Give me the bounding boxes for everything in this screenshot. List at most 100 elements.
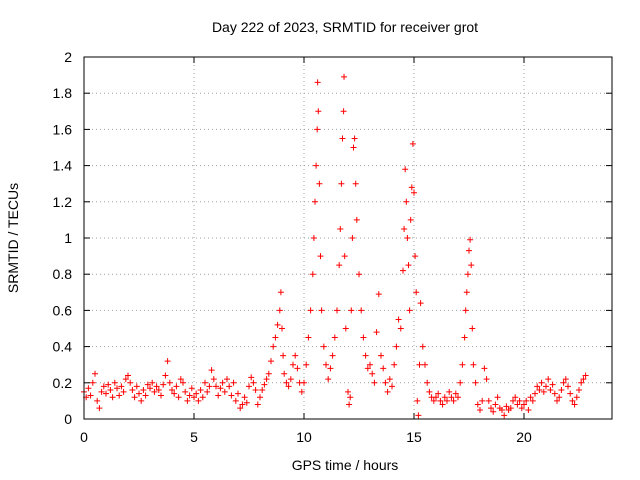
data-point (409, 140, 416, 147)
y-tick-label: 0.6 (53, 302, 73, 318)
data-point (492, 401, 499, 408)
data-point (114, 385, 120, 392)
data-point (160, 381, 167, 388)
data-point (461, 334, 468, 341)
data-point (481, 365, 488, 372)
data-point (279, 325, 285, 332)
data-point (182, 388, 189, 395)
data-point (138, 397, 145, 404)
data-point (109, 394, 116, 401)
data-point (499, 406, 505, 413)
data-point (422, 361, 428, 368)
data-point (362, 352, 369, 359)
data-point (89, 379, 96, 386)
data-point (389, 383, 395, 390)
data-point (514, 401, 521, 408)
data-point (408, 184, 415, 191)
data-point (316, 180, 323, 187)
data-point (94, 397, 101, 404)
data-point (232, 397, 239, 404)
data-point (527, 394, 534, 401)
data-point (578, 379, 585, 386)
data-point (100, 383, 107, 390)
data-point (547, 387, 554, 394)
data-point (463, 289, 470, 296)
data-point (340, 108, 347, 115)
data-point (155, 387, 162, 394)
data-point (116, 392, 123, 399)
data-point (290, 361, 296, 368)
data-point (283, 379, 290, 386)
data-point (184, 397, 191, 404)
data-point (503, 403, 510, 410)
data-point (441, 394, 448, 401)
data-point (405, 262, 412, 269)
data-point (378, 352, 384, 359)
data-point (571, 401, 578, 408)
data-point (224, 376, 230, 383)
data-point (565, 383, 571, 390)
data-point (325, 376, 332, 383)
data-point (307, 307, 314, 314)
data-point (118, 383, 125, 390)
data-point (199, 394, 206, 401)
data-point (309, 271, 316, 278)
data-point (250, 379, 257, 386)
data-point (257, 394, 263, 401)
data-point (85, 385, 92, 392)
data-point (437, 397, 444, 404)
data-point (270, 343, 277, 350)
data-point (111, 379, 118, 386)
y-tick-label: 1.8 (53, 85, 73, 101)
data-point (312, 198, 318, 205)
data-point (369, 370, 376, 377)
x-tick-label: 0 (80, 429, 88, 445)
data-point (560, 379, 567, 386)
plot-frame (83, 56, 613, 420)
data-point (393, 343, 400, 350)
data-point (350, 144, 357, 151)
data-point (314, 79, 321, 86)
data-point (142, 392, 149, 399)
data-point (202, 379, 208, 386)
data-point (171, 390, 178, 397)
data-point (549, 381, 556, 388)
data-point (305, 334, 312, 341)
data-point (529, 397, 536, 404)
data-point (455, 394, 461, 401)
data-point (545, 376, 552, 383)
data-point (375, 291, 382, 298)
data-point (313, 162, 320, 169)
data-point (424, 379, 431, 386)
data-point (457, 379, 464, 386)
y-tick-label: 0.4 (53, 339, 73, 355)
data-point (402, 166, 409, 173)
data-point (395, 316, 402, 323)
data-point (298, 388, 305, 395)
data-point (467, 236, 474, 243)
data-point (472, 379, 479, 386)
data-point (186, 392, 193, 399)
data-point (337, 225, 344, 232)
data-point (532, 390, 538, 397)
data-point (341, 73, 348, 80)
data-point (285, 383, 292, 390)
data-point (364, 365, 371, 372)
data-point (413, 289, 420, 296)
data-point (582, 372, 589, 379)
data-point (268, 358, 274, 365)
data-point (246, 383, 252, 390)
data-point (536, 387, 543, 394)
data-point (96, 405, 103, 412)
data-point (314, 126, 321, 133)
data-point (569, 397, 576, 404)
data-point (342, 325, 349, 332)
y-tick-label: 0 (64, 411, 72, 427)
y-tick-label: 1.2 (53, 194, 73, 210)
data-point (169, 387, 175, 394)
data-point (263, 376, 270, 383)
data-point (153, 383, 160, 390)
data-point (230, 379, 237, 386)
data-point (318, 307, 325, 314)
data-point (371, 379, 378, 386)
